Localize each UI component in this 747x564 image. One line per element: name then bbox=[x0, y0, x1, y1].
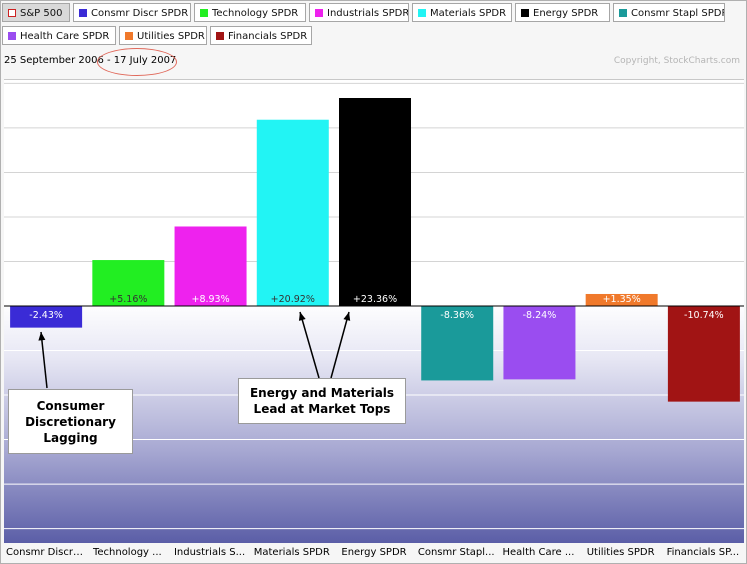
callout-line: Lead at Market Tops bbox=[253, 402, 391, 416]
legend: S&P 500 Consmr Discr SPDR Technology SPDR I… bbox=[1, 1, 746, 47]
legend-item[interactable]: Consmr Discr SPDR bbox=[73, 3, 191, 22]
x-tick-label: Technology ... bbox=[92, 547, 162, 558]
legend-label: S&P 500 bbox=[20, 8, 63, 19]
copyright-text: Copyright, StockCharts.com bbox=[613, 56, 740, 66]
legend-swatch bbox=[619, 9, 627, 17]
x-axis: Consmr Discr ... Technology ... Industrial… bbox=[4, 543, 744, 563]
x-tick-label: Consmr Discr ... bbox=[6, 547, 85, 558]
callout-line: Lagging bbox=[43, 431, 98, 445]
legend-swatch bbox=[8, 9, 16, 17]
x-tick-label: Energy SPDR bbox=[341, 547, 407, 558]
legend-label: Consmr Discr SPDR bbox=[91, 8, 189, 19]
legend-swatch bbox=[315, 9, 323, 17]
x-tick-label: Health Care ... bbox=[502, 547, 575, 558]
data-label: -10.74% bbox=[684, 310, 724, 321]
callout-line: Consumer bbox=[36, 399, 105, 413]
bar[interactable] bbox=[585, 293, 658, 306]
bar[interactable] bbox=[174, 226, 247, 306]
legend-swatch bbox=[8, 32, 16, 40]
x-tick-label: Utilities SPDR bbox=[586, 547, 655, 558]
legend-item[interactable]: Industrials SPDR bbox=[309, 3, 409, 22]
legend-swatch bbox=[79, 9, 87, 17]
data-label: -8.24% bbox=[523, 310, 557, 321]
legend-swatch bbox=[216, 32, 224, 40]
data-label: -2.43% bbox=[29, 310, 63, 321]
legend-item[interactable]: Energy SPDR bbox=[515, 3, 610, 22]
bar[interactable] bbox=[256, 119, 329, 306]
annotation-arrow bbox=[299, 311, 320, 379]
legend-swatch bbox=[418, 9, 426, 17]
data-label: +5.16% bbox=[109, 294, 147, 305]
legend-swatch bbox=[200, 9, 208, 17]
legend-label: Consmr Stapl SPDR bbox=[631, 8, 725, 19]
bar[interactable] bbox=[339, 98, 411, 306]
arrow-head bbox=[298, 312, 306, 321]
legend-item[interactable]: Materials SPDR bbox=[412, 3, 512, 22]
legend-item[interactable]: S&P 500 bbox=[2, 3, 70, 22]
legend-swatch bbox=[125, 32, 133, 40]
legend-item[interactable]: Financials SPDR bbox=[210, 26, 312, 45]
x-tick-label: Materials SPDR bbox=[253, 547, 330, 558]
legend-label: Health Care SPDR bbox=[20, 31, 110, 42]
legend-item[interactable]: Consmr Stapl SPDR bbox=[613, 3, 725, 22]
bar[interactable] bbox=[10, 306, 83, 328]
data-label: +8.93% bbox=[191, 294, 229, 305]
bar-chart: -2.43% +5.16% +8.93% +20.92% +23.36% -8.36% -8… bbox=[4, 82, 744, 530]
annotation-arrow bbox=[330, 311, 350, 379]
legend-label: Utilities SPDR bbox=[137, 31, 205, 42]
legend-label: Technology SPDR bbox=[212, 8, 299, 19]
data-label: +1.35% bbox=[603, 294, 641, 305]
legend-item[interactable]: Utilities SPDR bbox=[119, 26, 207, 45]
arrow-head bbox=[38, 332, 46, 341]
date-highlight-circle bbox=[97, 48, 177, 76]
callout-line: Discretionary bbox=[25, 415, 116, 429]
legend-item[interactable]: Technology SPDR bbox=[194, 3, 306, 22]
data-label: +23.36% bbox=[353, 294, 397, 305]
callout-energy-materials: Energy and Materials Lead at Market Tops bbox=[238, 378, 406, 424]
legend-label: Financials SPDR bbox=[228, 31, 308, 42]
x-tick-label: Consmr Stapl... bbox=[417, 547, 495, 558]
bar[interactable] bbox=[667, 306, 740, 402]
data-label: +20.92% bbox=[271, 294, 315, 305]
bar[interactable] bbox=[503, 306, 576, 380]
legend-label: Energy SPDR bbox=[533, 8, 599, 19]
legend-label: Materials SPDR bbox=[430, 8, 507, 19]
data-label: -8.36% bbox=[440, 310, 474, 321]
bar[interactable] bbox=[421, 306, 494, 381]
arrow-head bbox=[343, 312, 351, 321]
date-start: 25 September 2006 bbox=[4, 55, 104, 66]
x-tick-label: Financials SP... bbox=[666, 547, 740, 558]
callout-consumer-discretionary: Consumer Discretionary Lagging bbox=[8, 389, 133, 454]
annotation-arrow bbox=[40, 331, 48, 389]
legend-item[interactable]: Health Care SPDR bbox=[2, 26, 116, 45]
legend-swatch bbox=[521, 9, 529, 17]
legend-label: Industrials SPDR bbox=[327, 8, 409, 19]
bar[interactable] bbox=[92, 260, 165, 306]
x-tick-label: Industrials S... bbox=[173, 547, 246, 558]
plot-area: -2.43% +5.16% +8.93% +20.92% +23.36% -8.36% -8… bbox=[4, 79, 744, 543]
callout-line: Energy and Materials bbox=[249, 386, 395, 400]
